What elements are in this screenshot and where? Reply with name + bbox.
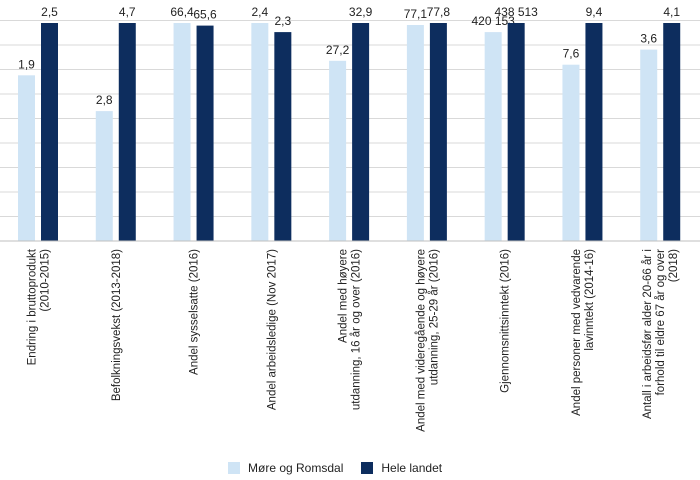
data-label: 9,4 (586, 5, 603, 19)
bar-more-og-romsdal (173, 23, 191, 241)
bar-more-og-romsdal (18, 75, 35, 241)
data-label: 77,1 (404, 7, 428, 21)
data-label: 4,1 (663, 5, 680, 19)
bar-more-og-romsdal (406, 25, 424, 241)
data-label: 4,7 (119, 5, 136, 19)
data-label: 32,9 (349, 5, 373, 19)
data-label: 2,8 (96, 93, 113, 107)
category-label: Andel arbeidsledige (Nov 2017) (266, 249, 278, 410)
bar-more-og-romsdal (640, 49, 658, 241)
data-label: 3,6 (640, 32, 657, 46)
category-label: Andel med videregående og høyereutdannin… (415, 249, 440, 432)
legend-item-more-og-romsdal: Møre og Romsdal (228, 461, 343, 475)
legend: Møre og Romsdal Hele landet (228, 461, 460, 475)
category-label: Andel personer med vedvarendelavinntekt … (571, 249, 596, 416)
data-label: 27,2 (326, 43, 350, 57)
data-label: 438 513 (494, 5, 538, 19)
data-label: 66,4 (170, 5, 194, 19)
bar-hele-landet (41, 23, 58, 241)
bar-hele-landet (507, 23, 525, 241)
bar-hele-landet (274, 32, 292, 241)
category-label: Gjennomsnittsinntekt (2016) (500, 249, 512, 393)
bar-hele-landet (118, 23, 136, 241)
category-label: Befolkningsvekst (2013-2018) (111, 249, 123, 401)
legend-label-more-og-romsdal: Møre og Romsdal (248, 461, 344, 475)
legend-label-hele-landet: Hele landet (381, 461, 443, 475)
legend-swatch-more-og-romsdal (228, 462, 240, 474)
bar-more-og-romsdal (562, 64, 580, 241)
data-label: 2,3 (274, 14, 291, 28)
bar-hele-landet (663, 23, 681, 241)
bar-hele-landet (196, 25, 214, 241)
bar-more-og-romsdal (484, 32, 502, 241)
bar-hele-landet (429, 23, 447, 241)
bar-hele-landet (585, 23, 603, 241)
legend-swatch-hele-landet (361, 462, 374, 474)
bar-more-og-romsdal (95, 111, 113, 241)
bar-hele-landet (352, 23, 370, 241)
category-label: Antall i arbeidsfør alder 20-66 år iforh… (642, 249, 680, 419)
category-label: Endring i bruttoprodukt(2010-2015) (27, 248, 52, 365)
bar-more-og-romsdal (329, 60, 347, 241)
category-label: Andel med høyereutdanning, 16 år og over… (338, 249, 363, 410)
data-label: 1,9 (18, 57, 35, 71)
data-label: 2,5 (41, 5, 58, 19)
data-label: 77,8 (427, 5, 451, 19)
legend-item-hele-landet: Hele landet (361, 461, 442, 475)
bar-more-og-romsdal (251, 23, 269, 241)
data-label: 7,6 (563, 47, 580, 61)
category-label: Andel sysselsatte (2016) (189, 249, 201, 375)
data-label: 420 153 (471, 14, 515, 28)
data-label: 2,4 (251, 5, 268, 19)
data-label: 65,6 (193, 8, 217, 22)
